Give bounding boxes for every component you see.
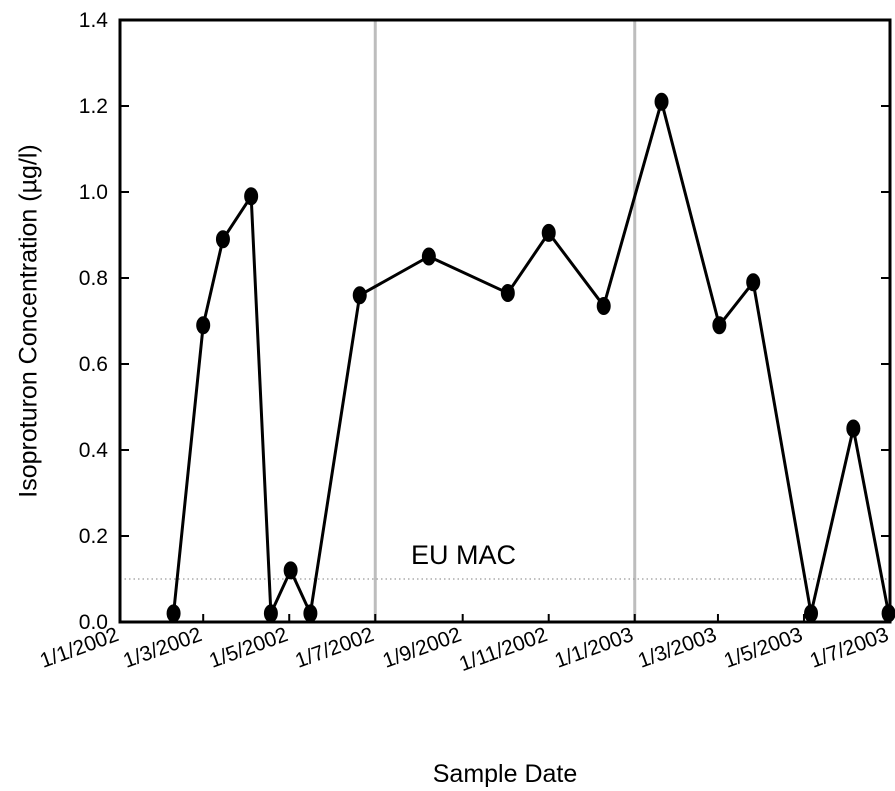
y-tick-label: 1.2 [79,95,108,118]
x-axis-title: Sample Date [433,760,578,788]
x-tick-label: 1/3/2003 [635,623,720,673]
data-point [283,561,298,580]
data-point [215,230,230,249]
x-tick-label: 1/5/2003 [721,623,806,673]
data-point [303,604,318,623]
y-tick-label: 0.0 [79,611,108,634]
series-line [172,100,891,615]
data-point [654,92,669,111]
data-point [881,604,895,623]
data-point [804,604,819,623]
data-point [263,604,278,623]
series-group [166,92,895,623]
y-tick-label: 0.6 [79,353,108,376]
y-tick-label: 1.4 [79,9,109,32]
data-point [500,284,515,303]
x-tick-label: 1/5/2002 [206,623,291,673]
data-point [244,187,259,206]
plot-frame [118,18,892,624]
x-tick-label: 1/1/2003 [552,623,637,673]
eu-mac-label: EU MAC [411,540,516,570]
x-tick-label: 1/7/2002 [292,623,377,673]
x-tick-label: 1/3/2002 [120,623,205,673]
data-point [352,286,367,305]
data-point [166,604,181,623]
data-point [596,296,611,315]
y-tick-label: 0.4 [79,439,109,462]
y-axis-title: Isoproturon Concentration (µg/l) [15,144,43,497]
y-tick-label: 0.8 [79,267,108,290]
data-point [421,247,436,266]
data-point [541,223,556,242]
y-axis: 0.0 0.2 0.4 0.6 0.8 1.0 1.2 1.4 [79,9,890,634]
y-tick-label: 1.0 [79,181,108,204]
period-divider-lines [373,20,637,622]
y-tick-label: 0.2 [79,525,108,548]
x-tick-label: 1/11/2002 [456,623,550,676]
data-point [196,316,211,335]
data-point [712,316,727,335]
data-point [846,419,861,438]
x-tick-label: 1/9/2002 [380,623,465,673]
data-point [746,273,761,292]
x-tick-label: 1/7/2003 [807,623,892,673]
